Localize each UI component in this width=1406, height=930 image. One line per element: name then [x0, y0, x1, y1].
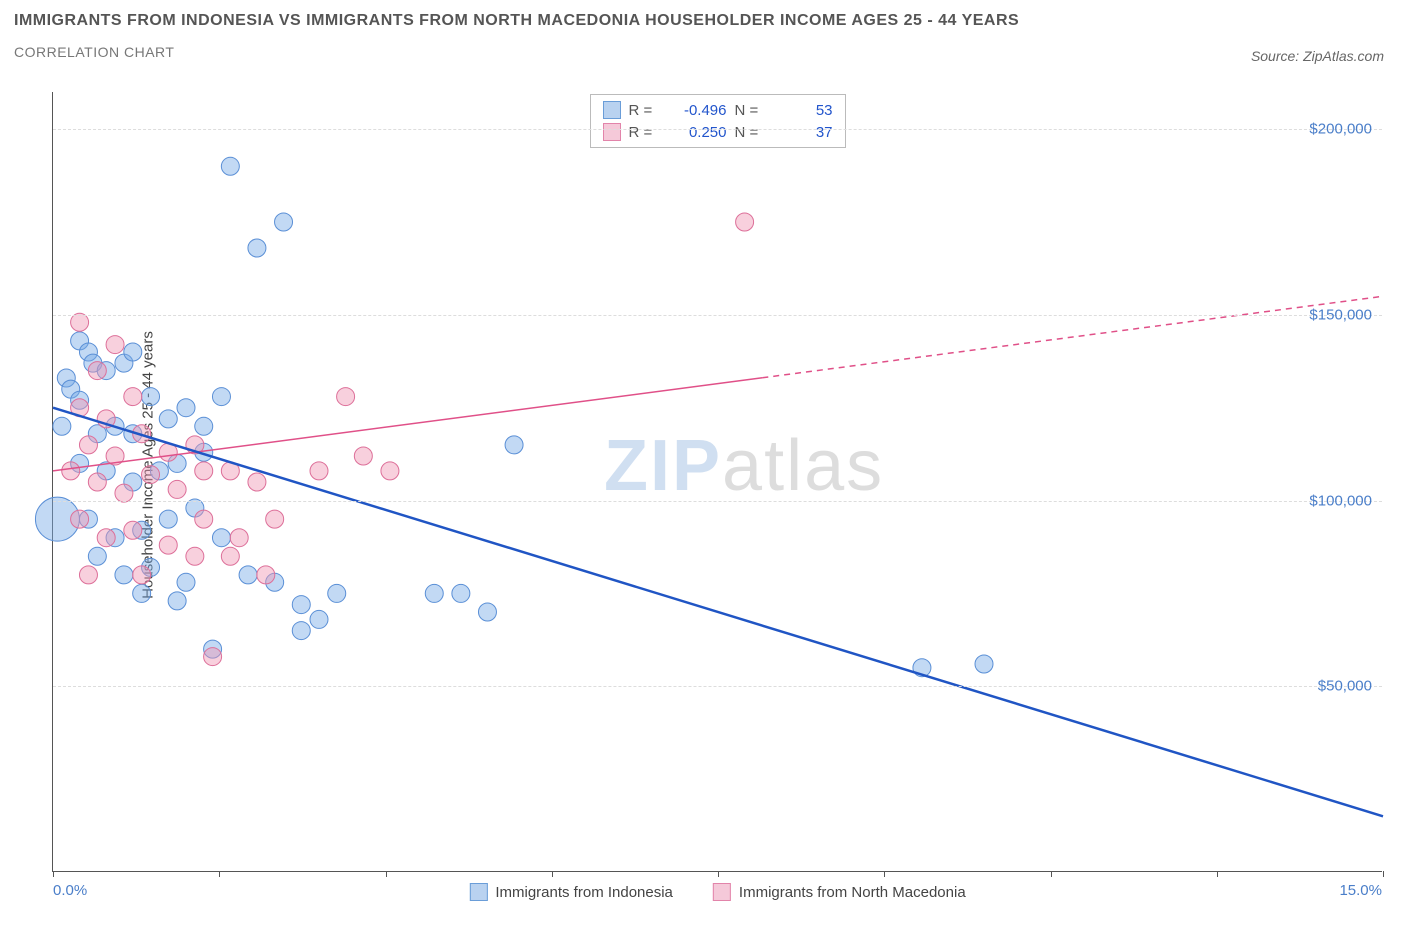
data-point [53, 417, 71, 435]
gridline [53, 315, 1382, 316]
data-point [328, 584, 346, 602]
data-point [88, 473, 106, 491]
legend-entry-series2: Immigrants from North Macedonia [713, 883, 966, 901]
y-tick-label: $150,000 [1309, 306, 1372, 323]
trend-line [53, 408, 1383, 817]
x-tick [1217, 871, 1218, 877]
data-point [79, 436, 97, 454]
data-point [310, 610, 328, 628]
x-tick [1051, 871, 1052, 877]
swatch-series2 [603, 123, 621, 141]
data-point [425, 584, 443, 602]
data-point [195, 417, 213, 435]
chart-plot-area: ZIPatlas R = -0.496 N = 53 R = 0.250 N =… [52, 92, 1382, 872]
data-point [275, 213, 293, 231]
y-tick-label: $50,000 [1318, 678, 1372, 695]
data-point [177, 573, 195, 591]
data-point [159, 510, 177, 528]
data-point [239, 566, 257, 584]
data-point [159, 536, 177, 554]
data-point [257, 566, 275, 584]
data-point [186, 547, 204, 565]
data-point [381, 462, 399, 480]
data-point [88, 547, 106, 565]
data-point [142, 466, 160, 484]
data-point [168, 480, 186, 498]
x-tick [552, 871, 553, 877]
data-point [195, 510, 213, 528]
data-point [88, 362, 106, 380]
data-point [292, 622, 310, 640]
gridline [53, 129, 1382, 130]
data-point [975, 655, 993, 673]
trend-line [53, 378, 762, 471]
data-point [354, 447, 372, 465]
gridline [53, 501, 1382, 502]
data-point [71, 313, 89, 331]
data-point [221, 157, 239, 175]
y-tick-label: $100,000 [1309, 492, 1372, 509]
data-point [71, 510, 89, 528]
x-axis-min-label: 0.0% [53, 882, 87, 899]
data-point [337, 388, 355, 406]
data-point [115, 566, 133, 584]
data-point [292, 596, 310, 614]
data-point [124, 388, 142, 406]
series-legend: Immigrants from Indonesia Immigrants fro… [469, 883, 965, 901]
legend-label-series2: Immigrants from North Macedonia [739, 884, 966, 901]
data-point [452, 584, 470, 602]
data-point [505, 436, 523, 454]
y-tick-label: $200,000 [1309, 121, 1372, 138]
data-point [62, 462, 80, 480]
legend-label-series1: Immigrants from Indonesia [495, 884, 673, 901]
legend-swatch-series1 [469, 883, 487, 901]
correlation-legend: R = -0.496 N = 53 R = 0.250 N = 37 [590, 94, 846, 148]
swatch-series1 [603, 101, 621, 119]
data-point [248, 473, 266, 491]
data-point [133, 566, 151, 584]
correlation-row-series2: R = 0.250 N = 37 [603, 121, 833, 143]
source-attribution: Source: ZipAtlas.com [1251, 48, 1384, 64]
data-point [79, 566, 97, 584]
x-tick [219, 871, 220, 877]
x-tick [884, 871, 885, 877]
data-point [221, 547, 239, 565]
x-tick [386, 871, 387, 877]
data-point [133, 584, 151, 602]
legend-entry-series1: Immigrants from Indonesia [469, 883, 673, 901]
data-point [195, 462, 213, 480]
data-point [212, 388, 230, 406]
data-point [177, 399, 195, 417]
data-point [248, 239, 266, 257]
data-point [106, 336, 124, 354]
data-point [142, 388, 160, 406]
data-point [736, 213, 754, 231]
x-tick [718, 871, 719, 877]
chart-title: IMMIGRANTS FROM INDONESIA VS IMMIGRANTS … [14, 12, 1019, 30]
data-point [97, 529, 115, 547]
data-point [159, 410, 177, 428]
x-tick [53, 871, 54, 877]
x-axis-max-label: 15.0% [1339, 882, 1382, 899]
correlation-row-series1: R = -0.496 N = 53 [603, 99, 833, 121]
data-point [115, 484, 133, 502]
x-tick [1383, 871, 1384, 877]
gridline [53, 686, 1382, 687]
legend-swatch-series2 [713, 883, 731, 901]
data-point [310, 462, 328, 480]
data-point [204, 648, 222, 666]
data-point [124, 343, 142, 361]
data-point [212, 529, 230, 547]
data-point [230, 529, 248, 547]
scatter-plot-svg [53, 92, 1382, 871]
data-point [478, 603, 496, 621]
trend-line-dashed [762, 296, 1383, 377]
chart-subtitle: CORRELATION CHART [14, 44, 1019, 60]
data-point [266, 510, 284, 528]
data-point [124, 521, 142, 539]
data-point [168, 592, 186, 610]
